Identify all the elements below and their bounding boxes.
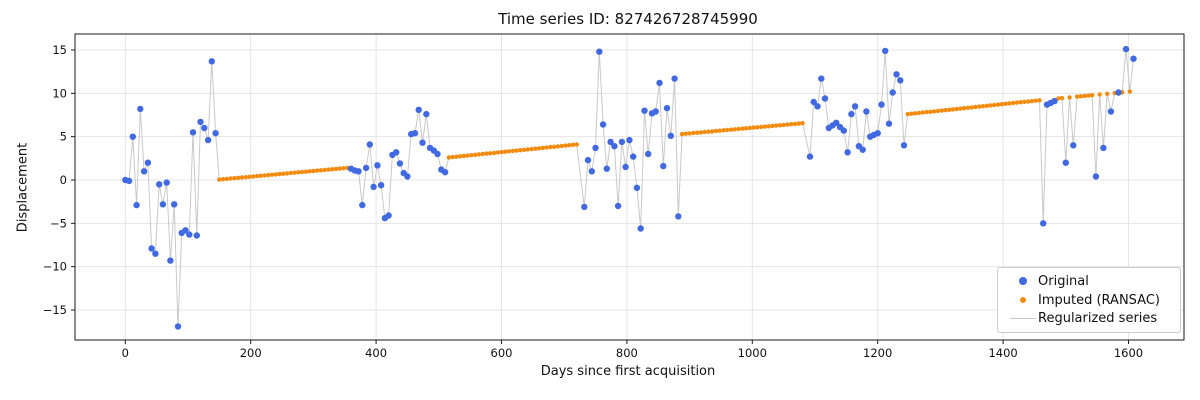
legend-label-regularized: Regularized series <box>1038 311 1158 327</box>
y-tick-label: 10 <box>52 86 67 100</box>
y-tick-label: 5 <box>60 130 67 144</box>
chart-title: Time series ID: 827426728745990 <box>498 10 758 28</box>
legend-label-imputed: Imputed (RANSAC) <box>1038 292 1160 308</box>
y-axis-label: Displacement <box>15 142 31 233</box>
x-tick-label: 200 <box>240 346 262 360</box>
legend-label-original: Original <box>1038 273 1089 289</box>
x-axis-label: Days since first acquisition <box>540 364 716 379</box>
legend: Original Imputed (RANSAC) Regularized se… <box>997 267 1181 333</box>
y-tick-label: 15 <box>52 43 67 57</box>
original-marker-icon <box>1008 277 1038 286</box>
x-tick-label: 0 <box>122 346 129 360</box>
original-points <box>122 45 1137 330</box>
y-tick-label: −5 <box>50 216 67 230</box>
x-tick-label: 600 <box>491 346 513 360</box>
y-tick-label: −15 <box>43 303 67 317</box>
x-tick-label: 1600 <box>1114 346 1143 360</box>
x-tick-label: 1400 <box>988 346 1017 360</box>
y-tick-label: −10 <box>43 260 67 274</box>
x-tick-label: 1200 <box>863 346 892 360</box>
x-tick-label: 400 <box>365 346 387 360</box>
legend-entry-original: Original <box>1008 272 1172 291</box>
x-tick-label: 800 <box>616 346 638 360</box>
y-tick-label: 0 <box>60 173 67 187</box>
regularized-series-line <box>125 48 1134 327</box>
legend-entry-imputed: Imputed (RANSAC) <box>1008 291 1172 310</box>
x-tick-label: 1000 <box>738 346 767 360</box>
imputed-marker-icon <box>1008 297 1038 303</box>
axes: 0 200 400 600 800 1000 1200 1400 1600 −15 −10 −5 0 5 1… <box>43 33 1185 360</box>
imputed-points <box>217 89 1133 182</box>
legend-entry-regularized: Regularized series <box>1008 309 1172 328</box>
regularized-line-icon <box>1008 318 1038 320</box>
